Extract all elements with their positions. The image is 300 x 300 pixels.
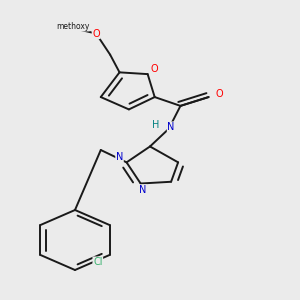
Text: N: N [167, 122, 175, 132]
Text: methoxy: methoxy [56, 22, 89, 31]
Text: O: O [92, 28, 100, 38]
Text: Cl: Cl [93, 257, 103, 267]
Text: N: N [116, 152, 123, 162]
Text: N: N [139, 185, 147, 195]
Text: H: H [152, 120, 159, 130]
Text: O: O [215, 89, 223, 99]
Text: O: O [151, 64, 158, 74]
